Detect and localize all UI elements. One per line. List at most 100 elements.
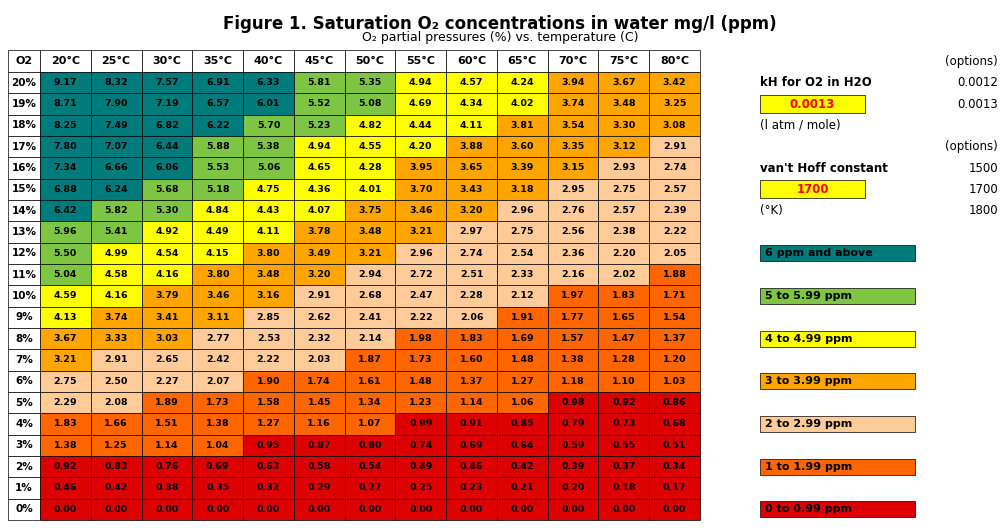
Text: 1.10: 1.10 [612, 377, 636, 386]
Text: 4.15: 4.15 [206, 249, 229, 258]
Bar [192, 200, 243, 222]
Text: 3.03: 3.03 [155, 334, 179, 343]
Text: 5.88: 5.88 [206, 142, 230, 151]
Text: 1.34: 1.34 [358, 398, 382, 407]
Text: 2.65: 2.65 [155, 356, 179, 365]
Text: 4.58: 4.58 [104, 270, 128, 279]
Text: 2.62: 2.62 [307, 313, 331, 322]
Text: 0.00: 0.00 [358, 505, 382, 514]
Text: 2.47: 2.47 [409, 292, 433, 301]
Text: 3.33: 3.33 [105, 334, 128, 343]
Bar [294, 413, 345, 435]
Text: 1.97: 1.97 [561, 292, 585, 301]
Bar [40, 243, 91, 264]
Text: 1.65: 1.65 [612, 313, 636, 322]
Bar [243, 222, 294, 243]
Bar [649, 307, 700, 328]
Bar [649, 222, 700, 243]
Bar [294, 370, 345, 392]
Bar [8, 392, 40, 413]
Bar [91, 392, 142, 413]
Text: 3.80: 3.80 [257, 249, 280, 258]
Text: 1700: 1700 [968, 183, 998, 196]
Bar [243, 72, 294, 93]
Bar [395, 456, 446, 478]
Text: 0.39: 0.39 [561, 462, 585, 471]
Text: 0.00: 0.00 [155, 505, 179, 514]
Text: 2.96: 2.96 [510, 206, 534, 215]
Bar [497, 264, 548, 285]
Bar [548, 435, 598, 456]
Text: 3.16: 3.16 [257, 292, 280, 301]
Bar [345, 285, 395, 307]
Bar [395, 179, 446, 200]
Text: 1.51: 1.51 [155, 420, 179, 428]
Text: 1.14: 1.14 [155, 441, 179, 450]
Text: 1.90: 1.90 [257, 377, 280, 386]
Text: 0.91: 0.91 [460, 420, 483, 428]
Bar [446, 435, 497, 456]
Bar [598, 370, 649, 392]
Text: 2.74: 2.74 [460, 249, 483, 258]
Bar [243, 307, 294, 328]
Bar [497, 93, 548, 114]
Text: 3.08: 3.08 [663, 121, 686, 130]
Text: 1.07: 1.07 [358, 420, 382, 428]
Text: 2.50: 2.50 [104, 377, 128, 386]
Bar [395, 93, 446, 114]
Text: 1.54: 1.54 [663, 313, 686, 322]
Text: 1.60: 1.60 [460, 356, 483, 365]
Text: 0.17: 0.17 [663, 483, 686, 492]
Bar [8, 435, 40, 456]
Text: 5.52: 5.52 [308, 100, 331, 109]
Bar [649, 499, 700, 520]
Bar [8, 157, 40, 179]
Bar [40, 179, 91, 200]
Text: 25°C: 25°C [102, 56, 131, 66]
Bar [142, 222, 192, 243]
Text: 3.46: 3.46 [206, 292, 229, 301]
Text: 0.95: 0.95 [257, 441, 280, 450]
Text: 0.00: 0.00 [206, 505, 229, 514]
Bar [345, 307, 395, 328]
Text: 1.45: 1.45 [307, 398, 331, 407]
Bar [598, 349, 649, 370]
Text: 1.47: 1.47 [612, 334, 636, 343]
Text: 0.00: 0.00 [612, 505, 635, 514]
Text: 4.01: 4.01 [358, 185, 382, 194]
Text: 0.42: 0.42 [511, 462, 534, 471]
Text: 3.43: 3.43 [460, 185, 483, 194]
Bar [243, 370, 294, 392]
Bar [497, 499, 548, 520]
Bar [8, 243, 40, 264]
Bar [91, 243, 142, 264]
Bar [294, 200, 345, 222]
Bar [91, 114, 142, 136]
Bar [446, 413, 497, 435]
Text: 2.20: 2.20 [612, 249, 636, 258]
Bar [294, 328, 345, 349]
Bar [760, 458, 915, 475]
Text: 3.67: 3.67 [612, 78, 636, 87]
Text: 5.70: 5.70 [257, 121, 280, 130]
Bar [243, 179, 294, 200]
Text: 2.41: 2.41 [358, 313, 382, 322]
Text: 2%: 2% [15, 462, 33, 472]
Bar [598, 264, 649, 285]
Bar [548, 456, 598, 478]
Bar [446, 222, 497, 243]
Bar [598, 478, 649, 499]
Bar [294, 136, 345, 157]
Text: 6 ppm and above: 6 ppm and above [765, 249, 873, 258]
Bar [598, 499, 649, 520]
Bar [446, 243, 497, 264]
Bar [760, 373, 915, 390]
Text: 1500: 1500 [968, 162, 998, 174]
Bar [598, 285, 649, 307]
Text: 7.19: 7.19 [155, 100, 179, 109]
Text: 1.73: 1.73 [206, 398, 229, 407]
Bar [142, 478, 192, 499]
Bar [446, 392, 497, 413]
Text: 14%: 14% [11, 206, 37, 216]
Bar [192, 285, 243, 307]
